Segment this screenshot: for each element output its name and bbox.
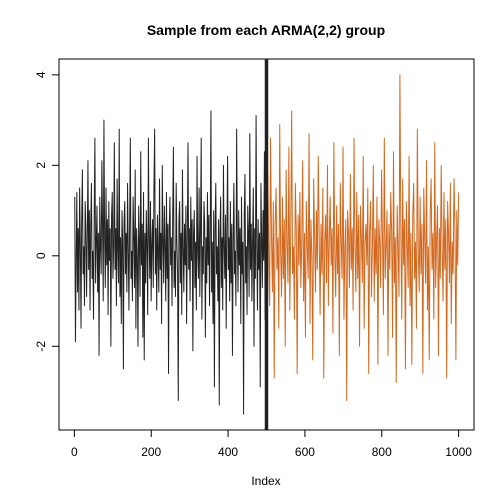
x-tick-label: 1000 — [445, 445, 472, 459]
x-tick-label: 400 — [218, 445, 238, 459]
x-axis-label: Index — [251, 474, 280, 488]
x-tick-label: 200 — [141, 445, 161, 459]
y-tick-label: 0 — [34, 252, 48, 259]
y-axis: -2 0 2 4 — [34, 71, 60, 352]
x-tick-label: 0 — [71, 445, 78, 459]
chart-title: Sample from each ARMA(2,2) group — [147, 22, 385, 38]
x-axis: 0 200 400 600 800 1000 — [71, 429, 472, 459]
series-line-1 — [74, 110, 267, 415]
series-layer — [74, 74, 460, 415]
y-tick-label: 2 — [34, 162, 48, 169]
y-tick-label: -2 — [34, 341, 48, 352]
x-tick-label: 600 — [295, 445, 315, 459]
series-line-2 — [266, 74, 460, 402]
y-tick-label: 4 — [34, 71, 48, 78]
x-tick-label: 800 — [372, 445, 392, 459]
